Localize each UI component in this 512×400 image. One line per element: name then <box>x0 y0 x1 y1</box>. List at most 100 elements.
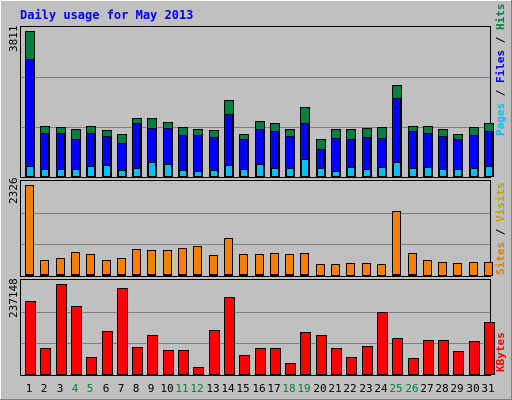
ymax-label-bottom: 237148 <box>7 278 20 318</box>
side-legend-top: Pages / Files / Hits <box>494 4 507 137</box>
bar-sites-day-11 <box>178 274 187 276</box>
bar-pages-day-26 <box>409 168 417 177</box>
bar-kbytes-day-9 <box>147 335 158 375</box>
ymax-label-middle: 2326 <box>7 178 20 205</box>
bar-kbytes-day-6 <box>102 331 113 375</box>
side-legend-sites: Sites <box>494 242 507 275</box>
bar-kbytes-day-17 <box>270 348 281 375</box>
bar-visits-day-8 <box>132 249 141 276</box>
bar-sites-day-10 <box>163 274 172 276</box>
x-tick-label-day-14: 14 <box>221 382 235 395</box>
bar-visits-day-11 <box>178 248 187 276</box>
bar-kbytes-day-22 <box>346 357 357 375</box>
bar-kbytes-day-10 <box>163 350 174 375</box>
bar-pages-day-2 <box>41 169 49 177</box>
x-tick-label-day-31: 31 <box>481 382 494 395</box>
bar-pages-day-1 <box>26 166 34 177</box>
bar-visits-day-12 <box>193 246 202 276</box>
bar-pages-day-11 <box>179 170 187 177</box>
bar-visits-day-21 <box>331 264 340 276</box>
x-tick-label-day-8: 8 <box>133 382 140 395</box>
bar-pages-day-30 <box>470 168 478 177</box>
x-tick-label-day-23: 23 <box>359 382 372 395</box>
bar-kbytes-day-3 <box>56 284 67 375</box>
bar-kbytes-day-11 <box>178 350 189 375</box>
bar-marks <box>25 31 495 375</box>
bar-sites-day-14 <box>224 274 233 276</box>
bar-pages-day-24 <box>378 167 386 177</box>
side-legend-files: Files <box>494 50 507 83</box>
side-legend-middle: Sites / Visits <box>494 182 507 275</box>
bar-kbytes-day-13 <box>209 330 220 375</box>
bar-pages-day-28 <box>439 169 447 177</box>
bar-pages-day-3 <box>57 169 65 177</box>
x-tick-label-day-16: 16 <box>252 382 265 395</box>
bar-files-day-12 <box>193 135 202 177</box>
bar-visits-day-19 <box>300 253 309 276</box>
bar-pages-day-16 <box>256 164 264 177</box>
bar-visits-day-23 <box>362 263 371 276</box>
bar-pages-day-12 <box>194 171 202 177</box>
x-tick-label-day-19: 19 <box>297 382 310 395</box>
bar-kbytes-day-26 <box>408 358 419 375</box>
bar-visits-day-6 <box>102 260 111 276</box>
ymax-label-top: 3811 <box>7 26 20 53</box>
bar-visits-day-7 <box>117 258 126 276</box>
bar-kbytes-day-30 <box>469 341 480 375</box>
bar-kbytes-day-21 <box>331 348 342 375</box>
x-axis-labels: 1 2 3 4 5 6 7 8 9 10 11 12 13 14 15 16 17 18 19 20 21 22 23 24 2… <box>26 382 495 395</box>
bar-pages-day-20 <box>317 168 325 177</box>
bar-sites-day-26 <box>408 274 417 276</box>
bar-kbytes-day-14 <box>224 297 235 375</box>
bar-visits-day-29 <box>453 263 462 276</box>
bar-visits-day-16 <box>255 254 264 276</box>
bar-pages-day-4 <box>72 169 80 177</box>
bar-sites-day-15 <box>239 274 248 276</box>
bar-pages-day-9 <box>148 162 156 177</box>
bar-pages-day-15 <box>240 169 248 177</box>
bar-sites-day-3 <box>56 274 65 276</box>
bar-sites-day-25 <box>392 274 401 276</box>
x-tick-label-day-29: 29 <box>450 382 463 395</box>
bar-pages-day-27 <box>424 167 432 177</box>
x-tick-label-day-3: 3 <box>57 382 64 395</box>
bar-visits-day-27 <box>423 260 432 276</box>
x-tick-label-day-12: 12 <box>190 382 203 395</box>
bar-sites-day-19 <box>300 274 309 276</box>
bar-pages-day-17 <box>271 168 279 177</box>
x-tick-label-day-2: 2 <box>41 382 48 395</box>
bar-kbytes-day-25 <box>392 338 403 375</box>
bar-visits-day-4 <box>71 252 80 276</box>
bar-visits-day-22 <box>346 263 355 276</box>
bar-kbytes-day-28 <box>438 340 449 375</box>
bar-kbytes-day-4 <box>71 306 82 375</box>
bar-kbytes-day-8 <box>132 347 143 375</box>
bar-kbytes-day-12 <box>193 367 204 375</box>
bar-files-day-21 <box>331 138 340 177</box>
bar-sites-day-5 <box>86 274 95 276</box>
x-tick-label-day-28: 28 <box>435 382 448 395</box>
side-legend-bottom: KBytes <box>494 332 507 372</box>
bar-kbytes-day-15 <box>239 355 250 375</box>
x-tick-label-day-30: 30 <box>466 382 479 395</box>
bar-kbytes-day-29 <box>453 351 464 375</box>
bar-visits-day-5 <box>86 254 95 276</box>
bar-kbytes-day-27 <box>423 340 434 375</box>
side-legend-sep-1: / <box>494 83 507 103</box>
bar-files-day-1 <box>25 59 34 177</box>
x-tick-label-day-5: 5 <box>87 382 94 395</box>
x-tick-label-day-4: 4 <box>72 382 79 395</box>
bar-visits-day-18 <box>285 254 294 276</box>
bar-pages-day-14 <box>225 165 233 177</box>
bar-visits-day-24 <box>377 264 386 276</box>
x-tick-label-day-18: 18 <box>282 382 295 395</box>
bar-visits-day-13 <box>209 255 218 276</box>
x-tick-label-day-20: 20 <box>313 382 326 395</box>
bar-pages-day-23 <box>363 169 371 177</box>
bar-sites-day-6 <box>102 274 111 276</box>
bar-pages-day-13 <box>210 170 218 177</box>
bar-pages-day-22 <box>347 167 355 177</box>
x-tick-label-day-6: 6 <box>103 382 110 395</box>
bar-sites-day-16 <box>255 274 264 276</box>
